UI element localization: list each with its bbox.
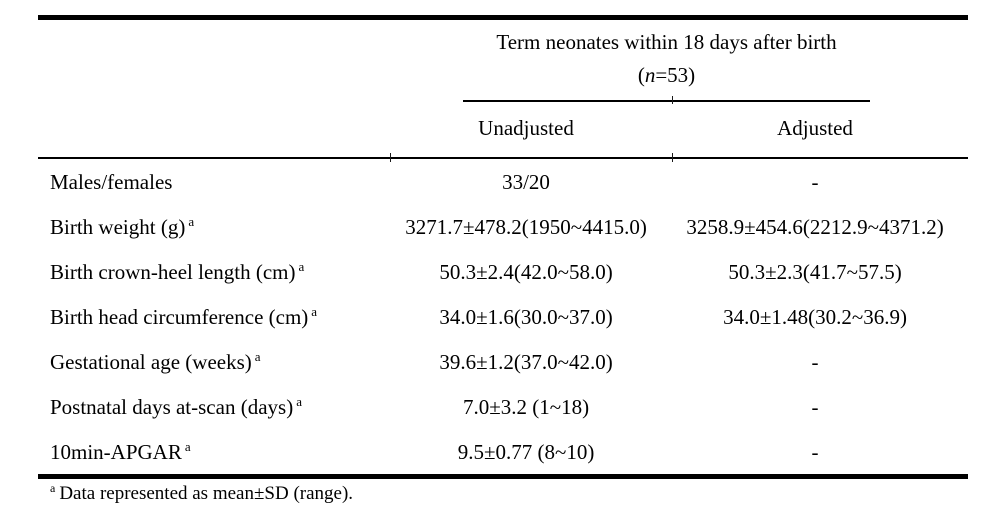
footnote-text: Data represented as mean±SD (range).: [59, 483, 354, 504]
table-bottom-rule: [38, 474, 968, 479]
column-group-title: Term neonates within 18 days after birth: [496, 30, 837, 54]
column-divider-tick: [672, 96, 673, 104]
row-label: Birth head circumference (cm) a: [38, 305, 390, 329]
table-row: Birth head circumference (cm) a 34.0±1.6(…: [38, 294, 968, 339]
cell-adjusted: 3258.9±454.6(2212.9~4371.2): [686, 214, 944, 239]
footnote-marker: a: [298, 258, 305, 274]
row-label: Postnatal days at-scan (days) a: [38, 395, 390, 419]
footnote-marker: a: [188, 213, 195, 229]
row-label: Birth crown-heel length (cm) a: [38, 260, 390, 284]
cell-adjusted: -: [811, 394, 819, 419]
row-label-text: Postnatal days at-scan (days): [50, 394, 294, 419]
cell-unadjusted: 33/20: [502, 169, 550, 194]
n-value: =53): [655, 63, 696, 87]
footnote-marker: a: [254, 348, 261, 364]
column-divider-tick: [672, 153, 673, 162]
table-footnote: a Data represented as mean±SD (range).: [50, 480, 354, 505]
row-label-text: Birth weight (g): [50, 214, 186, 239]
column-header-unadjusted: Unadjusted: [478, 116, 574, 140]
group-header-underline: [463, 100, 870, 102]
table-row: 10min-APGAR a 9.5±0.77 (8~10) -: [38, 429, 968, 474]
n-symbol: n: [644, 63, 656, 87]
cell-adjusted: 50.3±2.3(41.7~57.5): [728, 259, 902, 284]
footnote-marker: a: [50, 480, 56, 495]
column-header-adjusted: Adjusted: [777, 116, 853, 140]
column-divider-tick: [390, 153, 391, 162]
footnote-marker: a: [296, 393, 302, 409]
row-label: Gestational age (weeks) a: [38, 350, 390, 374]
row-label-text: Birth head circumference (cm): [50, 304, 309, 329]
cell-unadjusted: 34.0±1.6(30.0~37.0): [439, 304, 613, 329]
cell-unadjusted: 9.5±0.77 (8~10): [457, 439, 595, 464]
row-label: Males/females: [38, 170, 390, 194]
table-body: Males/females 33/20 - Birth weight (g) a …: [38, 159, 968, 474]
cell-unadjusted: 50.3±2.4(42.0~58.0): [439, 259, 613, 284]
row-label-text: Birth crown-heel length (cm): [50, 259, 296, 284]
cell-adjusted: -: [811, 349, 819, 374]
cell-unadjusted: 7.0±3.2 (1~18): [462, 394, 590, 419]
table-row: Postnatal days at-scan (days) a 7.0±3.2 (…: [38, 384, 968, 429]
table-row: Birth weight (g) a 3271.7±478.2(1950~4415…: [38, 204, 968, 249]
cell-adjusted: 34.0±1.48(30.2~36.9): [723, 304, 907, 329]
table-row: Birth crown-heel length (cm) a 50.3±2.4(4…: [38, 249, 968, 294]
footnote-marker: a: [184, 438, 191, 454]
row-label: Birth weight (g) a: [38, 215, 390, 239]
cell-unadjusted: 39.6±1.2(37.0~42.0): [439, 349, 613, 374]
n-open-paren: (: [637, 63, 645, 87]
cell-unadjusted: 3271.7±478.2(1950~4415.0): [405, 214, 647, 239]
cell-adjusted: -: [811, 439, 819, 464]
cell-adjusted: -: [811, 169, 819, 194]
header-bottom-rule: [38, 157, 968, 159]
row-label-text: 10min-APGAR: [50, 439, 182, 464]
table-row: Males/females 33/20 -: [38, 159, 968, 204]
table-top-rule: [38, 15, 968, 20]
sample-size-line: (n=53): [463, 63, 870, 87]
row-label-text: Males/females: [50, 169, 173, 194]
footnote-marker: a: [311, 303, 318, 319]
row-label-text: Gestational age (weeks): [50, 349, 252, 374]
table-row: Gestational age (weeks) a 39.6±1.2(37.0~4…: [38, 339, 968, 384]
row-label: 10min-APGAR a: [38, 440, 390, 464]
